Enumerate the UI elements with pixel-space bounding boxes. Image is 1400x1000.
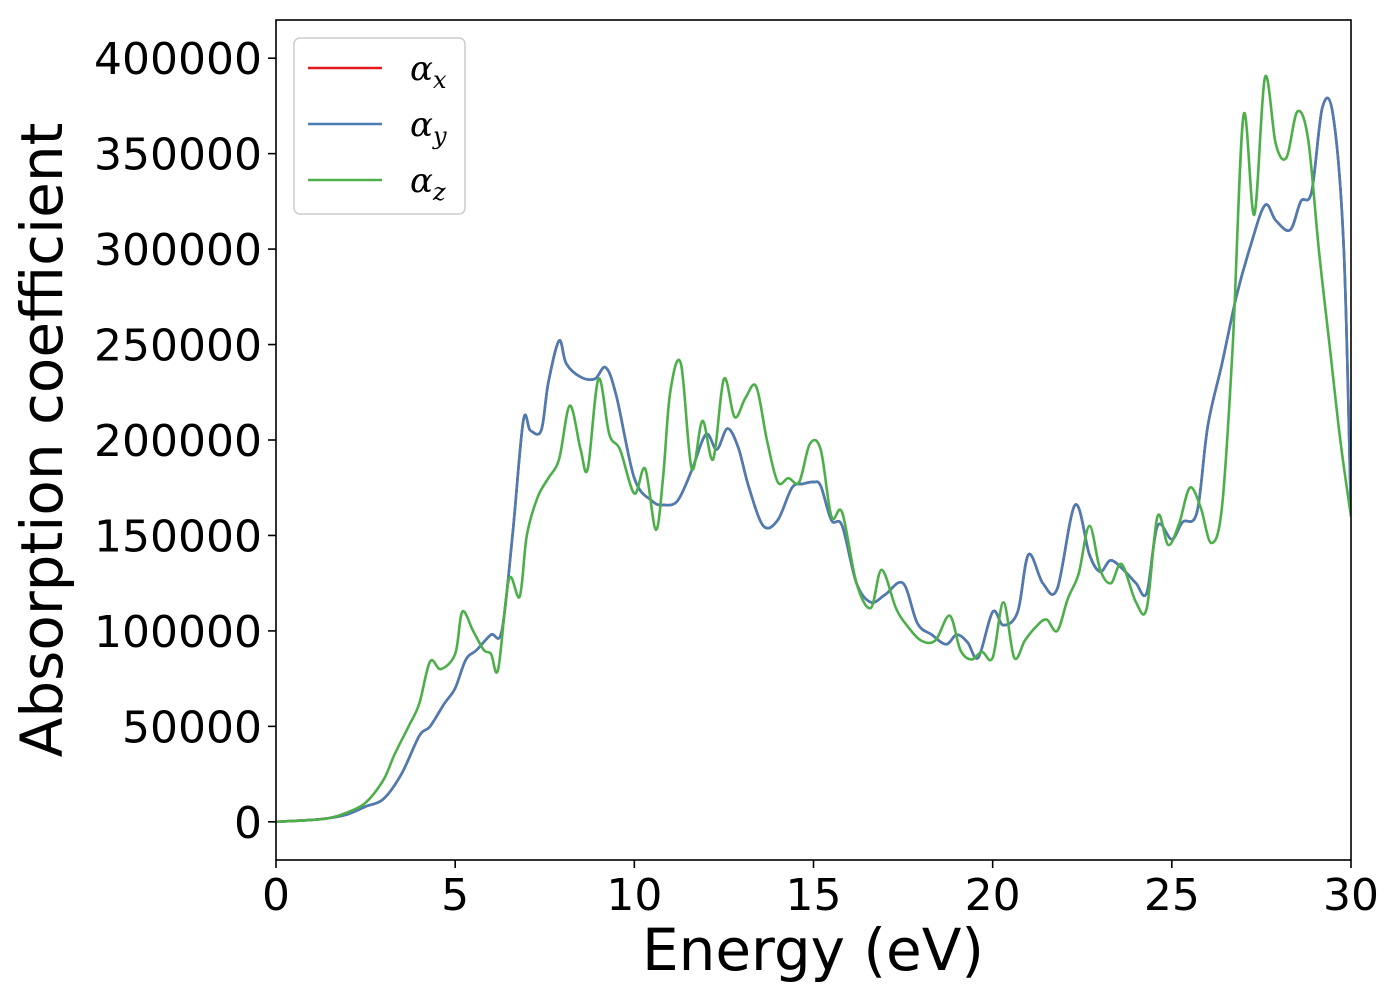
x-tick-label: 30 [1323, 870, 1379, 921]
y-tick-label: 250000 [94, 321, 262, 372]
y-tick-label: 0 [234, 798, 262, 849]
y-tick-label: 300000 [94, 225, 262, 276]
series-layer [276, 74, 1351, 824]
x-tick-label: 15 [786, 870, 842, 921]
x-tick-label: 20 [965, 870, 1021, 921]
y-tick-label: 100000 [94, 607, 262, 658]
x-tick-label: 0 [262, 870, 290, 921]
x-tick-label: 5 [441, 870, 469, 921]
y-tick-label: 200000 [94, 416, 262, 467]
x-tick-label: 10 [606, 870, 662, 921]
y-tick-label: 350000 [94, 130, 262, 181]
y-tick-label: 50000 [122, 702, 262, 753]
legend-box [293, 37, 466, 215]
x-axis-label: Energy (eV) [642, 916, 984, 984]
y-axis-label: Absorption coefficient [8, 123, 76, 758]
y-axis-ticks: 0 50000 100000 150000 200000 250000 300000 3500… [94, 34, 276, 849]
y-tick-label: 400000 [94, 34, 262, 85]
y-tick-label: 150000 [94, 511, 262, 562]
x-axis-ticks: 0 5 10 15 20 25 30 [262, 860, 1379, 921]
x-tick-label: 25 [1144, 870, 1200, 921]
series-line-z [276, 74, 1351, 824]
